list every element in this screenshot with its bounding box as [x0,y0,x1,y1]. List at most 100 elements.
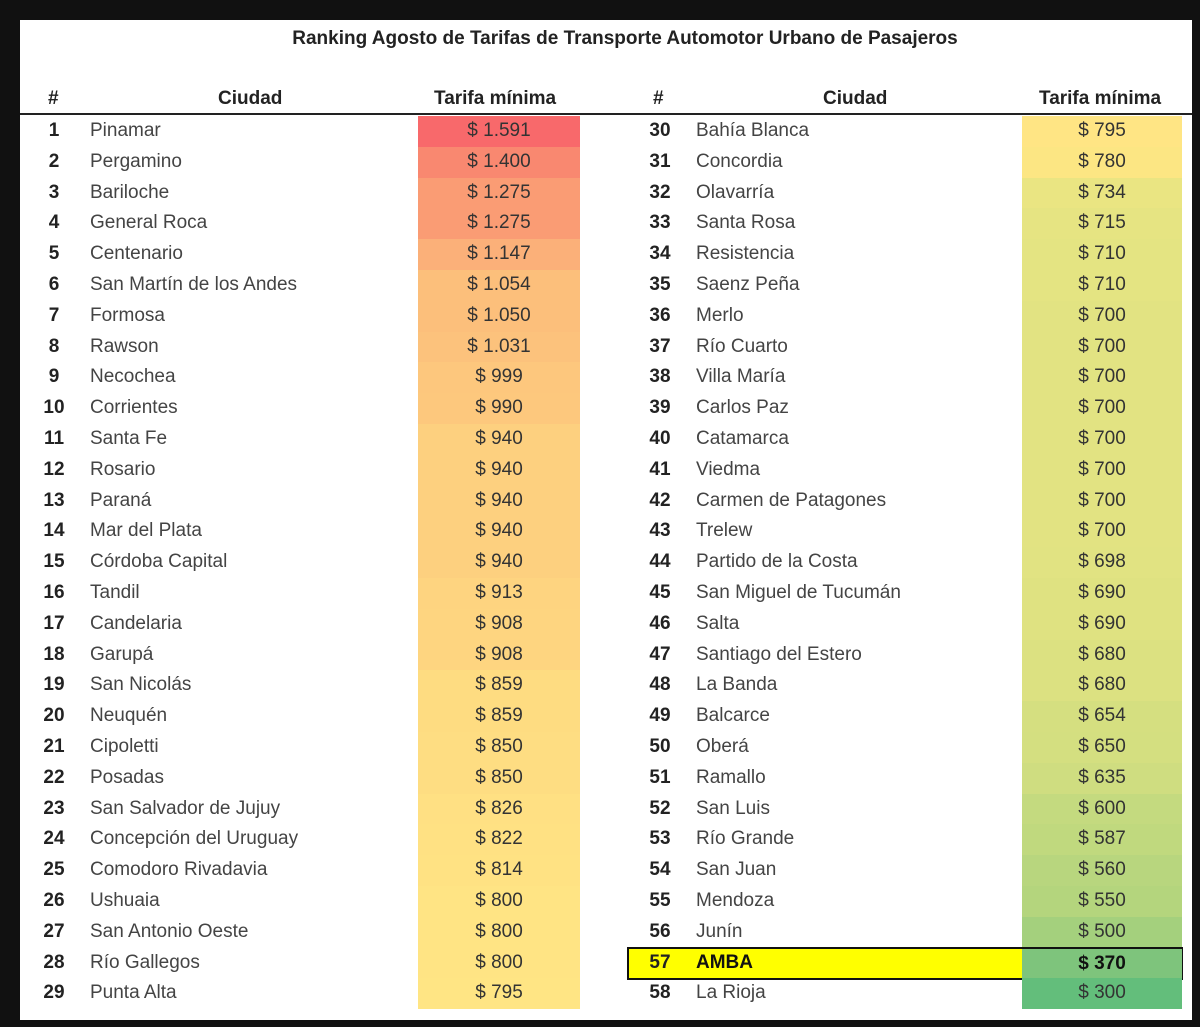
fare-cell: $ 370 [1022,948,1182,978]
rank-number: 28 [43,951,65,973]
fare-cell: $ 826 [418,793,580,825]
fare-cell: $ 700 [1022,454,1182,486]
page-title: Ranking Agosto de Tarifas de Transporte … [292,28,958,49]
rank-number: 16 [43,582,65,603]
fare-cell: $ 650 [1022,732,1182,763]
city-name: Pinamar [90,120,161,141]
fare-cell: $ 940 [418,424,580,455]
rank-number: 15 [43,551,65,573]
rank-number: 12 [43,458,65,480]
header-rank-right: # [653,88,664,109]
city-name: Río Cuarto [696,335,788,357]
rank-number: 11 [43,428,65,449]
table-row: 3 Bariloche [20,178,170,209]
fare-cell: $ 800 [418,916,580,948]
fare-cell: $ 822 [418,824,580,856]
rank-number: 8 [48,335,60,357]
rank-number: 14 [43,520,65,542]
city-name: Balcarce [696,705,770,727]
table-row: 54 San Juan [20,855,776,886]
city-name: San Miguel de Tucumán [696,582,901,603]
rank-number: 17 [43,612,65,634]
rank-number: 42 [649,489,671,511]
city-name: Olavarría [696,181,775,203]
table-row: 27 San Antonio Oeste [20,917,248,948]
table-row: 39 Carlos Paz [20,393,789,424]
table-row: 40 Catamarca [20,424,789,455]
fare-cell: $ 780 [1022,146,1182,178]
rank-number: 9 [48,366,60,388]
table-row: 21 Cipoletti [20,732,158,763]
rank-number: 47 [649,643,671,665]
rank-number: 51 [649,766,671,788]
rank-number: 44 [649,551,671,573]
city-name: Punta Alta [90,982,177,1004]
table-row: 50 Oberá [20,732,748,763]
fare-cell: $ 1.275 [418,177,580,209]
table-row: 47 Santiago del Estero [20,640,861,671]
rank-number: 4 [48,212,60,234]
table-row: 4 General Roca [20,208,208,239]
table-row: 56 Junín [20,917,742,948]
table-row: 25 Comodoro Rivadavia [20,855,267,886]
table-row: 52 San Luis [20,794,770,825]
table-row: 41 Viedma [20,455,760,486]
city-name: Santiago del Estero [696,643,862,665]
city-name: Concepción del Uruguay [90,828,299,850]
table-row: 24 Concepción del Uruguay [20,824,298,855]
rank-number: 30 [649,120,671,141]
city-name: Río Grande [696,828,795,850]
city-name: Catamarca [696,428,789,449]
rank-number: 33 [649,212,671,234]
table-row: 19 San Nicolás [20,670,191,701]
fare-cell: $ 700 [1022,393,1182,424]
rank-number: 31 [649,150,671,172]
rank-number: 46 [649,612,671,634]
table-row: 37 Río Cuarto [20,332,787,363]
table-row: 57 AMBA [20,948,753,979]
rank-number: 39 [649,397,671,419]
city-name: Posadas [90,766,164,788]
table-row: 55 Mendoza [20,886,774,917]
rank-number: 57 [649,951,671,973]
fare-cell: $ 850 [418,762,580,794]
fare-cell: $ 1.031 [418,331,580,363]
city-name: Saenz Peña [696,274,800,295]
table-row: 12 Rosario [20,455,155,486]
table-row: 9 Necochea [20,362,176,393]
rank-number: 52 [649,797,671,819]
table-row: 15 Córdoba Capital [20,547,227,578]
table-row: 8 Rawson [20,332,159,363]
city-name: Pergamino [90,150,182,172]
table-row: 30 Bahía Blanca [20,116,809,147]
rank-number: 24 [43,828,65,850]
city-name: Oberá [696,736,749,757]
city-name: San Martín de los Andes [90,274,298,295]
table-row: 53 Río Grande [20,824,794,855]
fare-cell: $ 800 [418,886,580,917]
fare-cell: $ 1.147 [418,239,580,270]
header-divider [20,113,1192,115]
table-row: 33 Santa Rosa [20,208,795,239]
table-row: 44 Partido de la Costa [20,547,857,578]
city-name: Mar del Plata [90,520,202,542]
city-name: San Nicolás [90,674,192,696]
fare-cell: $ 940 [418,516,580,548]
table-row: 13 Paraná [20,486,151,517]
city-name: Centenario [90,243,183,265]
fare-cell: $ 859 [418,670,580,702]
city-name: Cipoletti [90,736,159,757]
rank-number: 40 [649,428,671,449]
fare-cell: $ 850 [418,732,580,763]
fare-cell: $ 1.400 [418,146,580,178]
city-name: Ramallo [696,766,766,788]
fare-cell: $ 700 [1022,516,1182,548]
rank-number: 6 [48,274,60,295]
fare-cell: $ 999 [418,362,580,394]
city-name: AMBA [696,951,753,973]
table-row: 42 Carmen de Patagones [20,486,886,517]
table-row: 26 Ushuaia [20,886,159,917]
rank-number: 45 [649,582,671,603]
city-name: San Luis [696,797,770,819]
fare-cell: $ 698 [1022,547,1182,578]
